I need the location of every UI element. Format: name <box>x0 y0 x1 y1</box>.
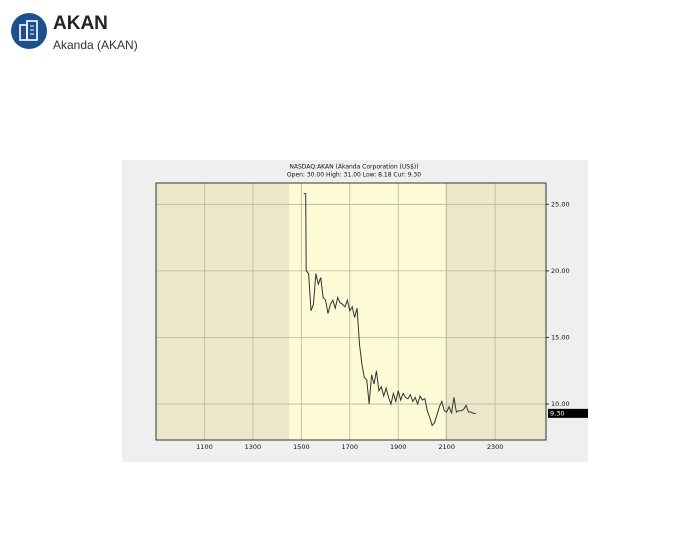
ticker: AKAN <box>53 13 108 34</box>
chart-subtitle: Open: 30.00 High: 31.00 Low: 8.18 Cur: 9… <box>287 172 421 179</box>
current-price-label: 9.30 <box>550 409 564 417</box>
y-tick-label: 15.00 <box>551 333 570 341</box>
plot-frame <box>155 182 547 441</box>
x-tick-label: 2300 <box>487 443 504 451</box>
logo <box>11 13 47 49</box>
y-tick-label: 10.00 <box>551 400 570 408</box>
chart-title: NASDAQ:AKAN (Akanda Corporation (US$)) <box>289 164 418 171</box>
company-name: Akanda (AKAN) <box>53 38 138 52</box>
x-tick-label: 1100 <box>196 443 213 451</box>
session-bg <box>289 183 445 440</box>
y-tick-label: 25.00 <box>551 200 570 208</box>
x-tick-label: 2100 <box>438 443 455 451</box>
x-tick-label: 1700 <box>342 443 359 451</box>
x-tick-label: 1500 <box>293 443 310 451</box>
current-price-tag <box>548 408 588 418</box>
x-tick-label: 1900 <box>390 443 407 451</box>
x-tick-label: 1300 <box>245 443 262 451</box>
y-tick-label: 20.00 <box>551 267 570 275</box>
price-line <box>303 193 476 427</box>
